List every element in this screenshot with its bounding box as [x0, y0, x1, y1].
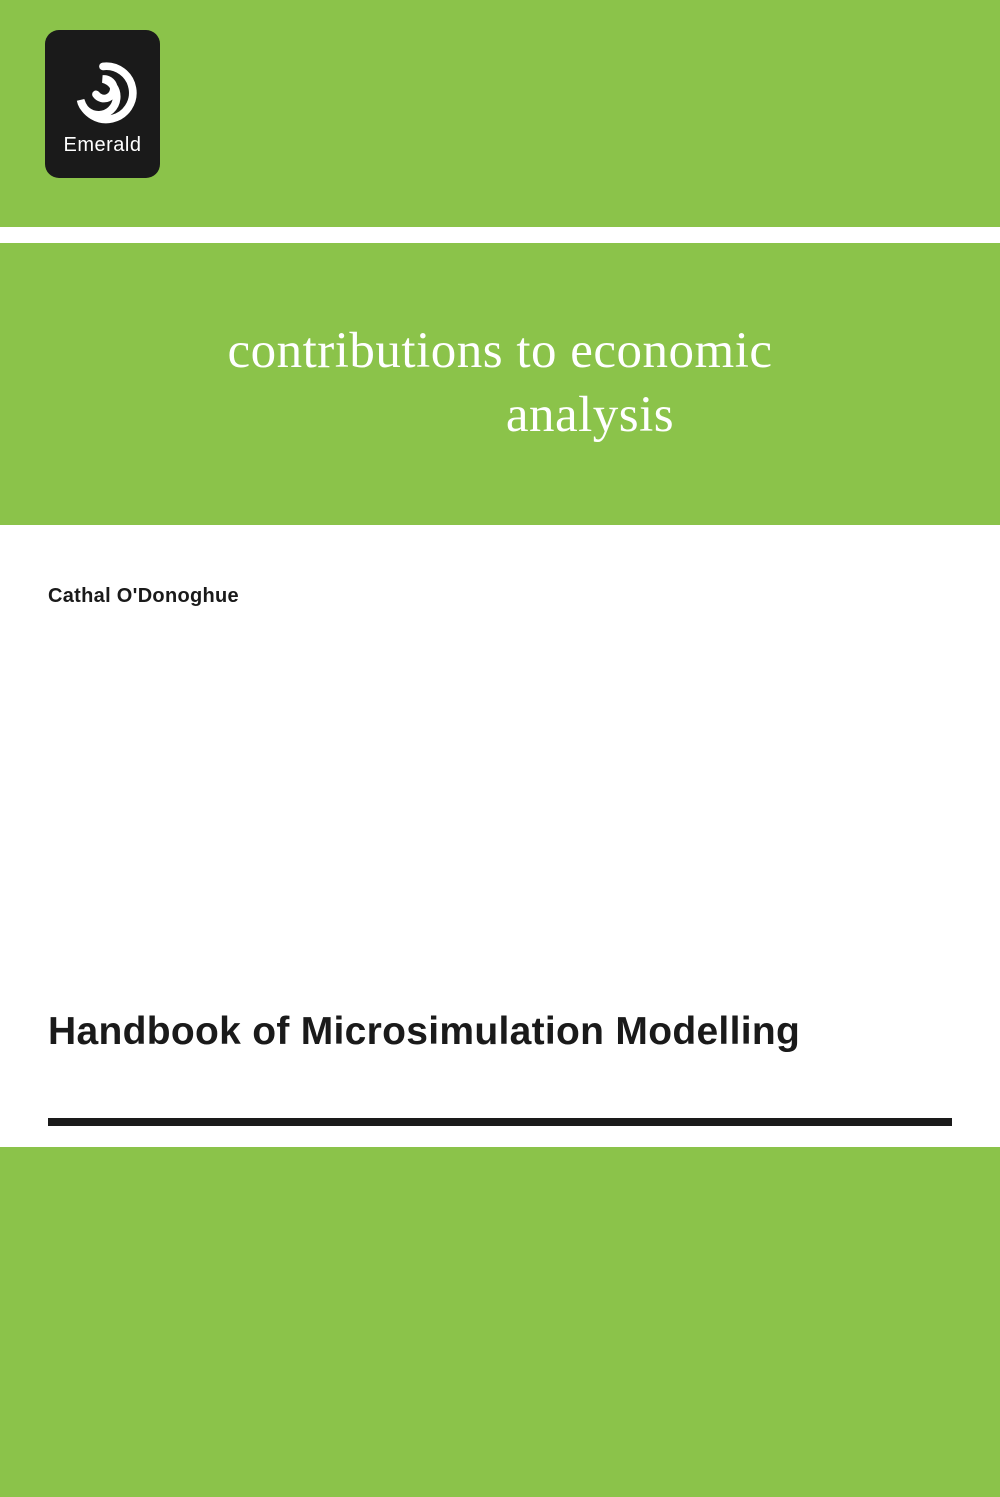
emerald-spiral-icon — [68, 58, 138, 128]
main-panel: Cathal O'Donoghue Handbook of Microsimul… — [0, 525, 1000, 1147]
footer-band — [0, 1147, 1000, 1497]
series-band: contributions to economic analysis — [0, 243, 1000, 525]
series-line-1: contributions to economic — [227, 320, 772, 384]
series-line-2: analysis — [227, 384, 772, 448]
publisher-name: Emerald — [64, 134, 142, 157]
book-title: Handbook of Microsimulation Modelling — [48, 1010, 800, 1054]
divider-gap — [0, 227, 1000, 243]
publisher-logo: Emerald — [45, 30, 160, 178]
header-band: Emerald — [0, 0, 1000, 227]
series-title: contributions to economic analysis — [227, 320, 772, 448]
horizontal-rule — [48, 1118, 952, 1126]
author-name: Cathal O'Donoghue — [48, 585, 952, 608]
book-cover: Emerald contributions to economic analys… — [0, 0, 1000, 1497]
